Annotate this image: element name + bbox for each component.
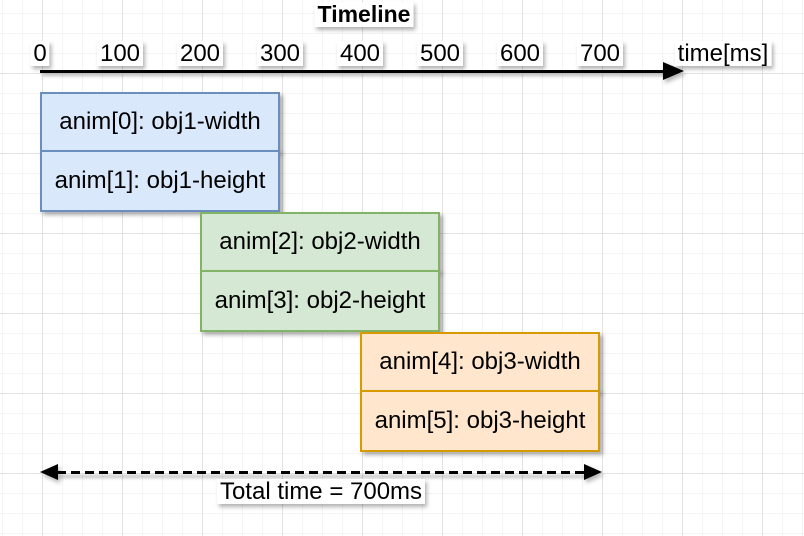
- total-time-arrowhead-right-icon: [584, 464, 602, 480]
- time-axis-unit-label: time[ms]: [674, 41, 772, 66]
- axis-tick-label-500: 500: [416, 41, 464, 66]
- anim-bar-0: anim[0]: obj1-width: [40, 92, 280, 152]
- axis-tick-label-300: 300: [256, 41, 304, 66]
- anim-bar-2: anim[2]: obj2-width: [200, 212, 440, 272]
- anim-bar-4: anim[4]: obj3-width: [360, 332, 600, 392]
- time-axis-arrowhead-icon: [663, 62, 684, 80]
- total-time-arrowhead-left-icon: [40, 464, 58, 480]
- diagram-title: Timeline: [314, 2, 414, 27]
- axis-tick-label-100: 100: [96, 41, 144, 66]
- axis-tick-label-700: 700: [576, 41, 624, 66]
- axis-tick-label-0: 0: [30, 41, 50, 66]
- total-time-dashed-line: [57, 471, 586, 474]
- axis-tick-label-600: 600: [496, 41, 544, 66]
- time-axis-line: [40, 70, 666, 73]
- anim-bar-1: anim[1]: obj1-height: [40, 150, 280, 212]
- axis-tick-label-400: 400: [336, 41, 384, 66]
- total-time-label: Total time = 700ms: [216, 479, 426, 504]
- anim-bar-3: anim[3]: obj2-height: [200, 270, 440, 332]
- anim-bar-5: anim[5]: obj3-height: [360, 390, 600, 452]
- axis-tick-label-200: 200: [176, 41, 224, 66]
